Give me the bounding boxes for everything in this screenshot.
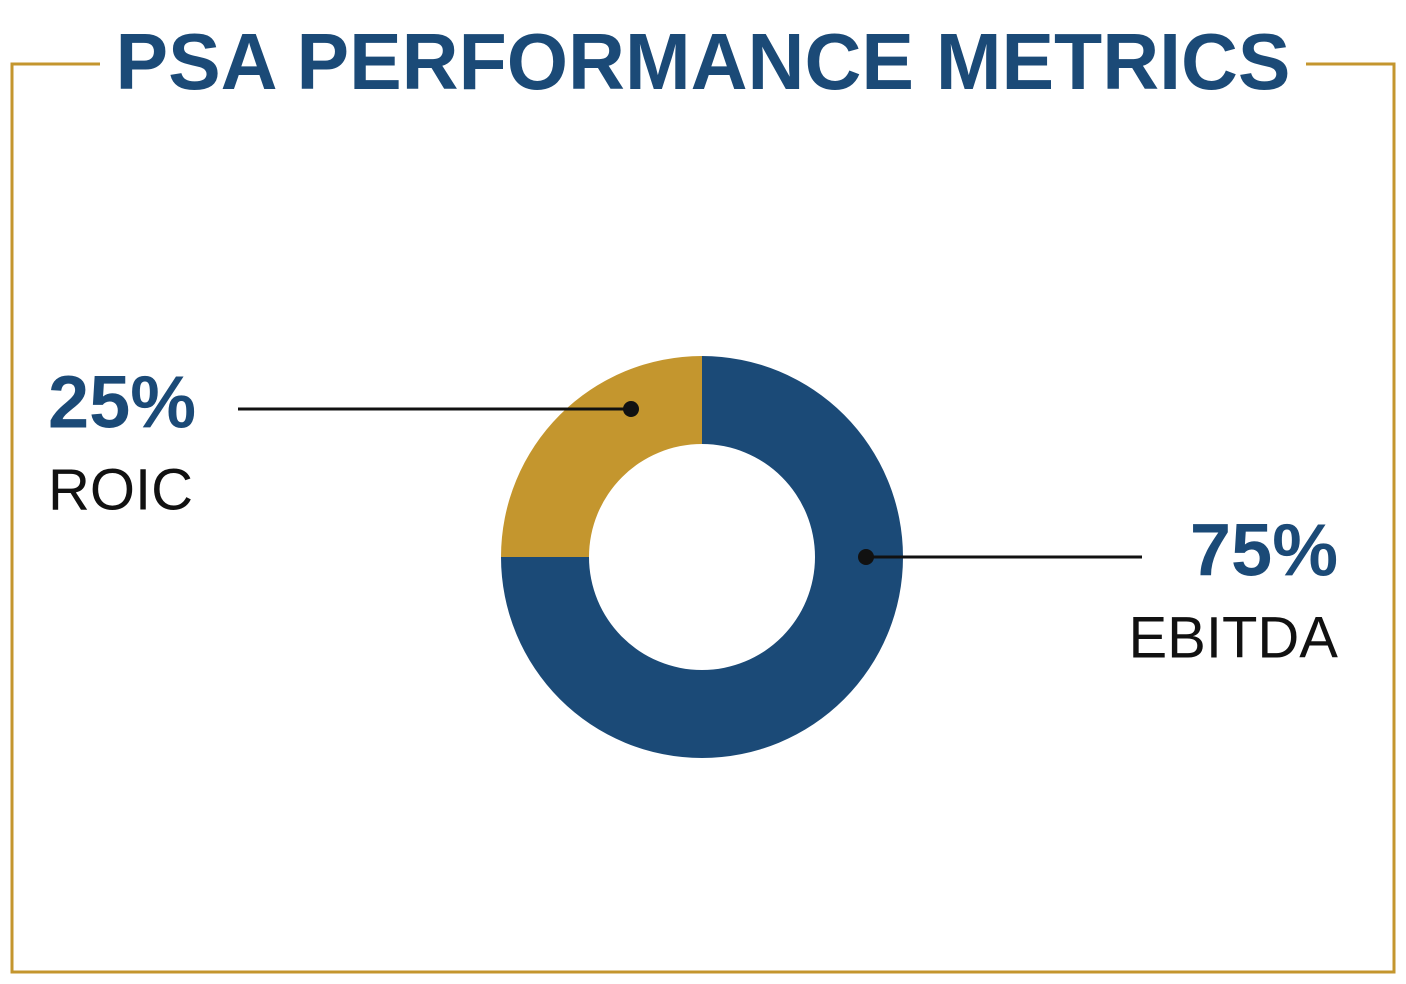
category-label: ROIC xyxy=(48,457,193,522)
title-backdrop xyxy=(100,40,1306,90)
leader-dot xyxy=(858,549,874,565)
wedge xyxy=(501,356,702,557)
value-label: 25% xyxy=(48,361,196,444)
value-label: 75% xyxy=(1190,509,1338,592)
leader-dot xyxy=(623,401,639,417)
chart-title: PSA PERFORMANCE METRICS xyxy=(116,17,1291,106)
frame xyxy=(10,62,1396,974)
wedge xyxy=(501,356,903,758)
donut xyxy=(501,356,903,758)
category-label: EBITDA xyxy=(1129,605,1339,670)
